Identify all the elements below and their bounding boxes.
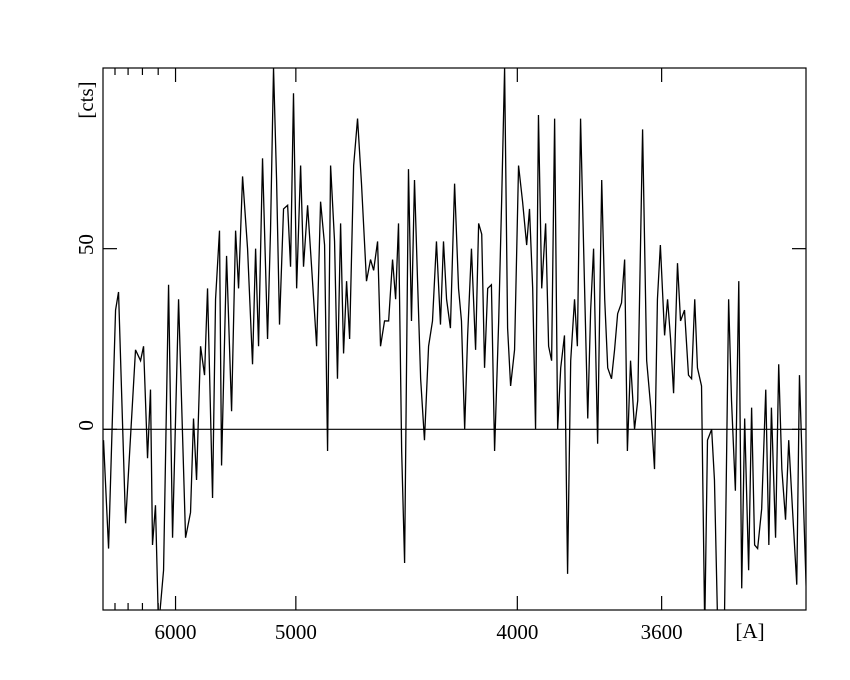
- plot-frame: [102, 67, 807, 611]
- y-axis-label: [cts]: [74, 81, 98, 118]
- x-tick-label: 6000: [155, 620, 197, 644]
- y-tick-label: 0: [74, 420, 98, 431]
- x-tick-label: 4000: [496, 620, 538, 644]
- x-tick-label: 5000: [275, 620, 317, 644]
- y-tick-label: 50: [74, 234, 98, 255]
- x-axis-label: [A]: [735, 619, 764, 643]
- data-line: [103, 68, 806, 610]
- x-tick-label: 3600: [641, 620, 683, 644]
